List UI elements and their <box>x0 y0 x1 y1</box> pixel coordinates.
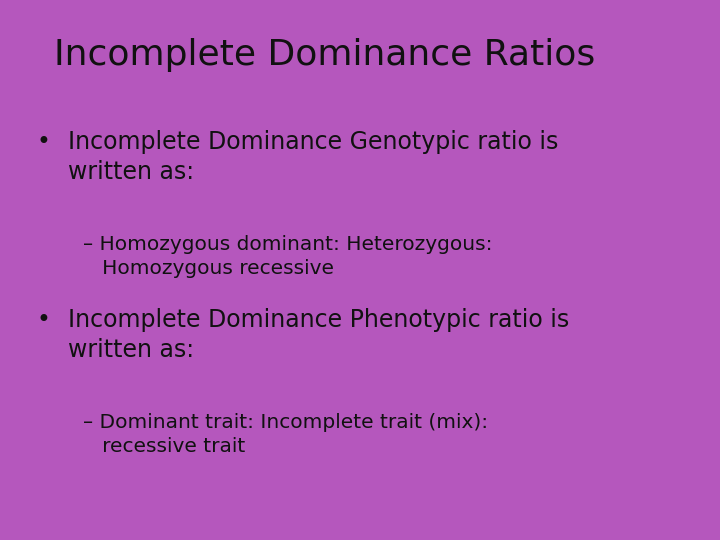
Text: Incomplete Dominance Genotypic ratio is
written as:: Incomplete Dominance Genotypic ratio is … <box>68 130 559 184</box>
Text: •: • <box>36 130 50 153</box>
Text: Incomplete Dominance Phenotypic ratio is
written as:: Incomplete Dominance Phenotypic ratio is… <box>68 308 570 362</box>
Text: – Homozygous dominant: Heterozygous:
   Homozygous recessive: – Homozygous dominant: Heterozygous: Hom… <box>83 235 492 278</box>
Text: •: • <box>36 308 50 332</box>
Text: Incomplete Dominance Ratios: Incomplete Dominance Ratios <box>54 38 595 72</box>
Text: – Dominant trait: Incomplete trait (mix):
   recessive trait: – Dominant trait: Incomplete trait (mix)… <box>83 413 488 456</box>
